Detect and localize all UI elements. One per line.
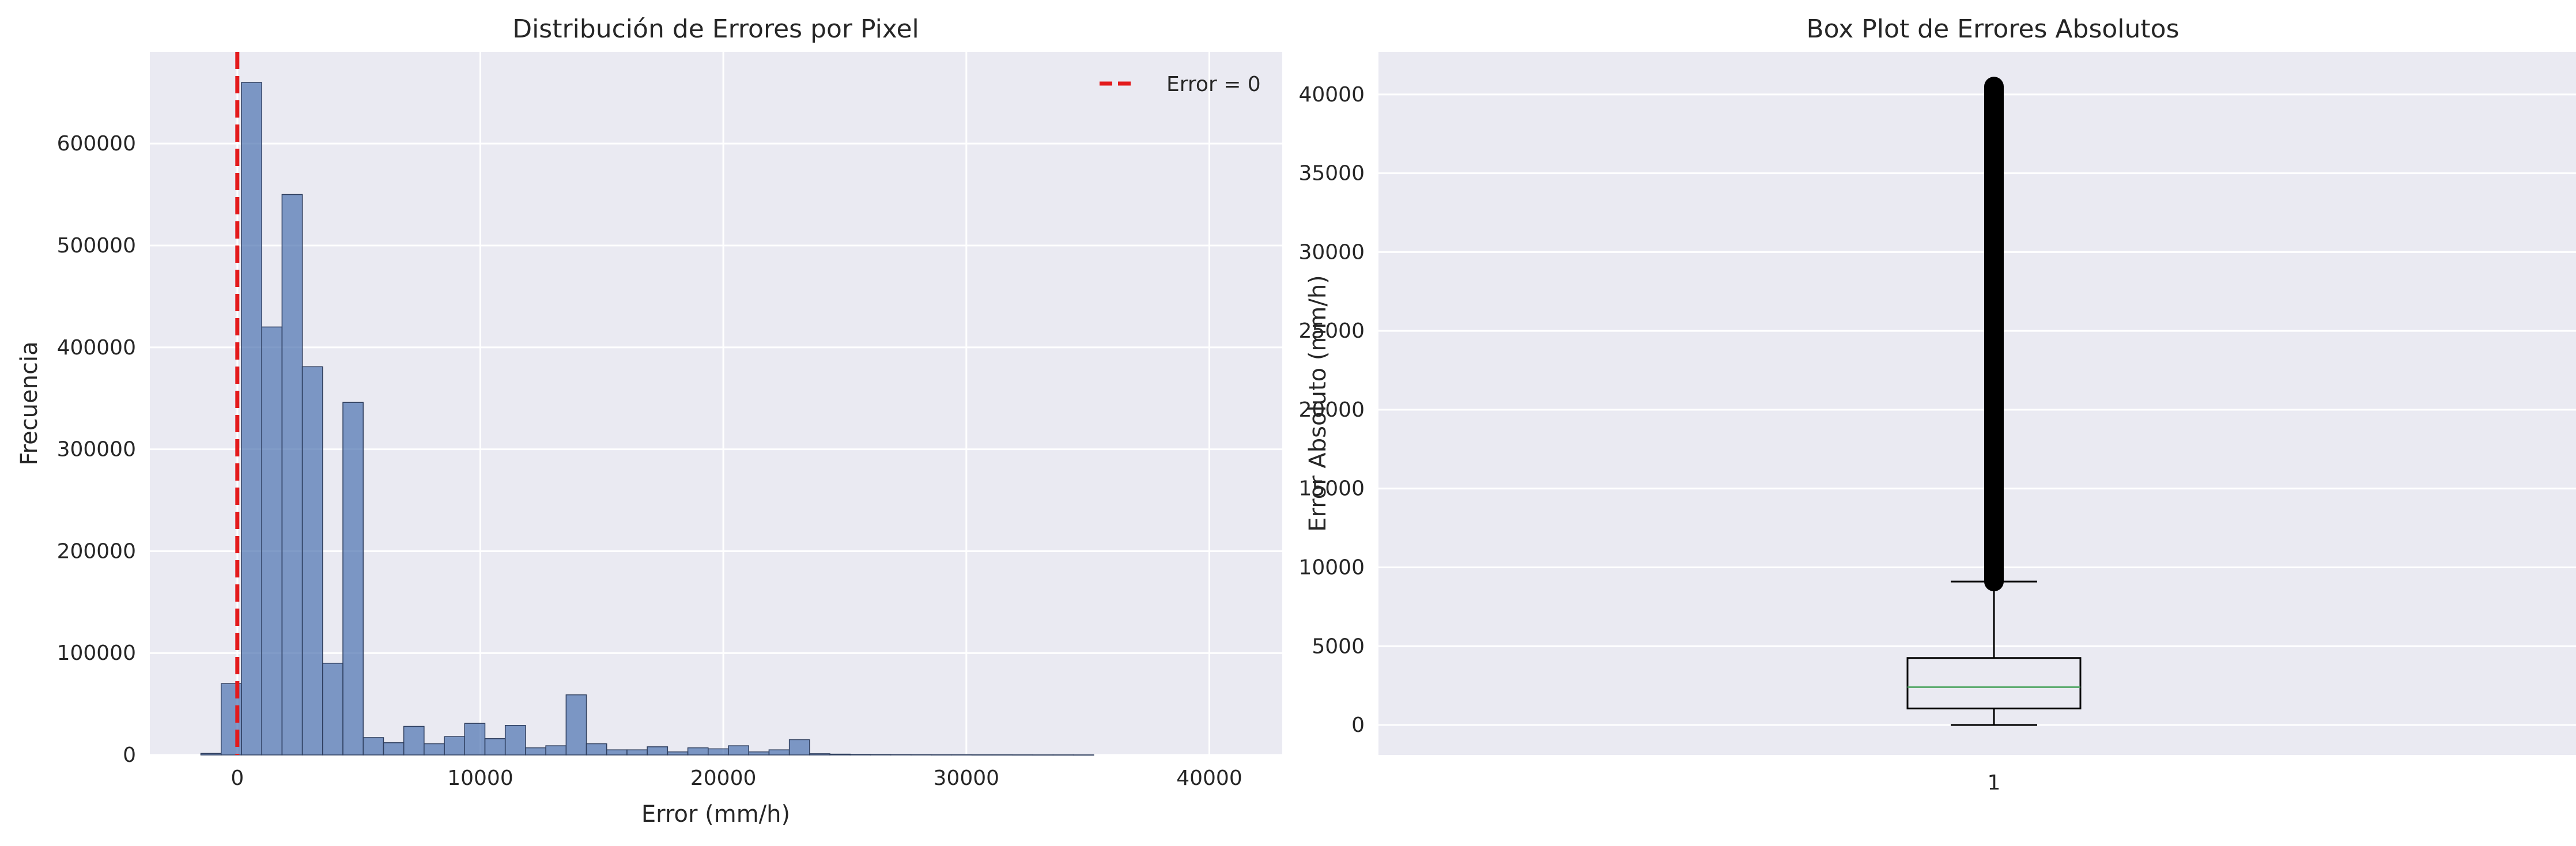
y-tick-label: 20000 [1298, 398, 1365, 422]
histogram-bar [261, 326, 283, 756]
y-tick-label: 400000 [57, 336, 136, 360]
histogram-bar [1052, 754, 1074, 756]
y-tick-label: 25000 [1298, 319, 1365, 343]
histogram-y-ticks: 0 100000 200000 300000 400000 500000 600000 [57, 132, 136, 767]
histogram-bar [911, 754, 932, 756]
histogram-bar [890, 754, 912, 756]
y-tick-label: 600000 [57, 132, 136, 156]
y-tick-label: 35000 [1298, 162, 1365, 186]
histogram-bar [383, 742, 405, 756]
boxplot-panel: 0 5000 10000 15000 20000 25000 30000 35000 40000… [1298, 14, 2576, 795]
y-tick-label: 300000 [57, 438, 136, 462]
x-tick-label: 30000 [934, 766, 1000, 790]
histogram-bar [464, 723, 486, 756]
histogram-bar [504, 724, 526, 756]
boxplot-y-axis-label: Error Absoluto (mm/h) [1305, 275, 1331, 532]
histogram-y-axis-label: Frecuencia [16, 341, 43, 465]
boxplot [1906, 77, 2082, 726]
histogram-title: Distribución de Errores por Pixel [512, 14, 919, 44]
boxplot-grid [1378, 93, 2576, 726]
histogram-bar [565, 694, 587, 756]
histogram-bar [444, 736, 466, 756]
histogram-bar [768, 749, 790, 756]
boxplot-x-tick-label: 1 [1988, 771, 2001, 795]
boxplot-y-ticks: 0 5000 10000 15000 20000 25000 30000 35000 40000 [1298, 83, 1365, 737]
x-tick-label: 40000 [1176, 766, 1242, 790]
histogram-bar [626, 749, 648, 756]
histogram-bar [342, 402, 364, 756]
histogram-bar [484, 738, 506, 756]
histogram-bar [849, 754, 871, 756]
histogram-bar [281, 194, 303, 756]
histogram-bar [991, 754, 1013, 756]
histogram-bar [1072, 754, 1094, 756]
y-tick-label: 200000 [57, 539, 136, 563]
x-tick-label: 10000 [447, 766, 513, 790]
boxplot-title: Box Plot de Errores Absolutos [1806, 14, 2179, 44]
histogram-bar [1032, 754, 1054, 756]
histogram-bar [322, 663, 343, 756]
x-tick-label: 0 [231, 766, 244, 790]
y-tick-label: 500000 [57, 234, 136, 258]
histogram-bar [748, 751, 770, 756]
histogram-bar [586, 743, 607, 756]
histogram-bar [606, 749, 628, 756]
histogram-bar [545, 745, 567, 756]
histogram-x-axis-label: Error (mm/h) [641, 801, 790, 828]
histogram-bar [728, 745, 749, 756]
y-tick-label: 0 [123, 743, 136, 767]
y-tick-label: 10000 [1298, 556, 1365, 579]
legend-label: Error = 0 [1166, 73, 1261, 96]
histogram-panel: 0 10000 20000 30000 40000 0 100000 200000 30000… [16, 14, 1282, 828]
histogram-bar [870, 754, 892, 756]
y-tick-label: 40000 [1298, 83, 1365, 107]
histogram-bar [971, 754, 993, 756]
histogram-bar [1012, 754, 1033, 756]
histogram-bar [424, 743, 445, 756]
y-tick-label: 15000 [1298, 477, 1365, 501]
histogram-bar [647, 746, 668, 756]
box-iqr [1906, 657, 2082, 709]
histogram-bar [362, 737, 384, 756]
histogram-bar [301, 366, 323, 756]
histogram-bar [525, 747, 546, 756]
y-tick-label: 30000 [1298, 240, 1365, 264]
legend: Error = 0 [1100, 73, 1261, 96]
histogram-x-ticks: 0 10000 20000 30000 40000 [231, 766, 1242, 790]
histogram-bar [708, 748, 729, 756]
histogram-bars [200, 82, 1094, 756]
histogram-grid [150, 52, 1282, 756]
histogram-bar [788, 739, 810, 756]
histogram-bar [403, 726, 425, 756]
histogram-bar [241, 82, 262, 756]
histogram-bar [200, 753, 222, 756]
histogram-bar [931, 754, 953, 756]
histogram-bar [687, 747, 709, 756]
y-tick-label: 100000 [57, 641, 136, 665]
x-tick-label: 20000 [690, 766, 757, 790]
histogram-bar [809, 753, 830, 756]
y-tick-label: 5000 [1312, 634, 1365, 658]
y-tick-label: 0 [1351, 713, 1365, 737]
histogram-bar [667, 751, 689, 756]
histogram-bar [951, 754, 973, 756]
histogram-plot-area [150, 52, 1282, 755]
boxplot-plot-area [1378, 52, 2576, 755]
histogram-bar [829, 753, 851, 756]
